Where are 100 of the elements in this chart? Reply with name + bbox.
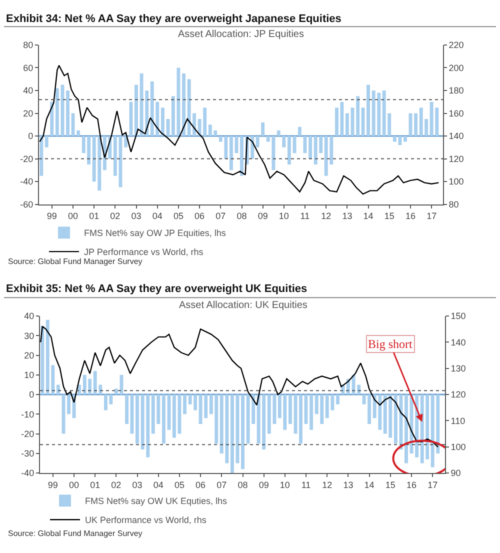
bar	[124, 136, 128, 148]
x-tick-label: 04	[153, 480, 164, 490]
bar	[182, 73, 186, 136]
y2-tick-label: 160	[448, 108, 464, 118]
bar	[404, 136, 407, 142]
x-tick-label: 11	[301, 480, 311, 490]
bar	[261, 122, 265, 136]
y2-tick-label: 180	[448, 86, 464, 96]
chart-title: Exhibit 35: Net % AA Say they are overweight UK Equities	[6, 283, 308, 295]
y-tick-label: -30	[21, 448, 34, 459]
y-tick-label: -40	[21, 468, 34, 478]
bar	[292, 136, 296, 154]
bar	[282, 136, 286, 148]
x-tick-label: 08	[238, 480, 248, 490]
y2-tick-label: 150	[450, 311, 466, 322]
y-tick-label: 0	[28, 131, 34, 142]
x-tick-label: 01	[90, 480, 100, 490]
x-tick-label: 12	[322, 480, 332, 490]
chart-title: Exhibit 34: Net % AA Say they are overweight Japanese Equities	[6, 13, 342, 25]
y2-tick-label: 200	[448, 62, 464, 73]
bar	[136, 394, 139, 444]
x-tick-label: 15	[384, 211, 394, 222]
y2-tick-label: 110	[450, 416, 466, 426]
annotation: Big short	[368, 337, 414, 351]
y2-tick-label: 130	[450, 363, 466, 374]
y-tick-label: -40	[20, 176, 34, 187]
bar	[125, 394, 129, 424]
bar	[230, 394, 234, 474]
bar	[67, 394, 70, 414]
y2-tick-label: 90	[450, 468, 461, 478]
y-tick-label: 40	[23, 86, 34, 96]
x-tick-label: 15	[385, 480, 396, 490]
bar	[55, 88, 59, 136]
x-tick-label: 13	[342, 211, 352, 222]
bar	[162, 394, 166, 444]
y-tick-label: 20	[24, 350, 34, 360]
x-tick-label: 07	[216, 480, 227, 490]
x-tick-label: 06	[196, 480, 206, 490]
y2-tick-label: 120	[450, 390, 466, 400]
x-tick-label: 02	[111, 480, 122, 490]
bar	[40, 136, 44, 176]
y2-tick-label: 80	[448, 199, 459, 210]
bar	[113, 136, 117, 176]
x-tick-label: 02	[110, 211, 120, 222]
x-tick-label: 16	[406, 480, 417, 490]
bar	[241, 394, 244, 470]
x-tick-label: 05	[174, 480, 184, 490]
y2-tick-label: 100	[448, 176, 464, 187]
bar	[183, 394, 187, 414]
y-tick-label: 30	[24, 330, 34, 341]
y2-tick-label: 100	[450, 442, 466, 452]
bar	[44, 136, 48, 148]
bar	[298, 126, 302, 136]
x-tick-label: 99	[46, 211, 57, 222]
bar	[392, 136, 396, 142]
legend-label: UK Performance vs World, rhs	[85, 515, 207, 526]
bar	[404, 394, 408, 464]
y-tick-label: 10	[24, 370, 34, 380]
x-tick-label: 10	[280, 480, 290, 490]
y2-tick-label: 140	[450, 337, 466, 348]
chart-subtitle: Asset Allocation: UK Equities	[179, 300, 308, 311]
source-note: Source: Global Fund Manager Survey	[8, 257, 142, 266]
bar	[287, 136, 291, 164]
x-tick-label: 14	[363, 211, 374, 222]
x-tick-label: 03	[132, 480, 142, 490]
x-tick-label: 10	[278, 211, 289, 222]
y2-tick-label: 120	[448, 154, 464, 164]
bar	[40, 326, 44, 395]
legend-label: FMS Net% say OW JP Equities, lhs	[84, 228, 226, 238]
x-tick-label: 14	[364, 480, 374, 490]
legend-label: JP Performance vs World, rhs	[84, 247, 204, 258]
bar	[345, 113, 349, 136]
y-tick-label: -60	[20, 199, 34, 210]
x-tick-label: 17	[428, 480, 438, 490]
x-tick-label: 09	[258, 480, 269, 490]
bar	[394, 394, 398, 444]
x-tick-label: 99	[48, 480, 58, 490]
x-tick-label: 07	[216, 211, 226, 222]
legend-label: FMS Net% say OW UK Equties, lhs	[85, 496, 228, 506]
y-tick-label: 60	[23, 62, 34, 73]
bar	[230, 136, 233, 170]
bar	[66, 90, 70, 136]
bar	[288, 394, 292, 424]
chart-subtitle: Asset Allocation: JP Equities	[178, 29, 304, 40]
line-series	[39, 64, 440, 195]
y-tick-label: -10	[21, 409, 34, 420]
y2-tick-label: 220	[448, 40, 464, 50]
y-tick-label: 20	[23, 108, 34, 118]
y-tick-label: -20	[20, 154, 34, 164]
bar	[160, 108, 164, 136]
x-tick-label: 01	[89, 211, 100, 222]
bar	[56, 384, 60, 395]
x-tick-label: 11	[300, 211, 310, 222]
x-tick-label: 03	[131, 211, 142, 222]
x-tick-label: 05	[173, 211, 184, 222]
x-tick-label: 08	[236, 211, 247, 222]
bar	[310, 394, 314, 430]
bar	[336, 394, 340, 404]
bar	[240, 136, 244, 176]
x-tick-label: 16	[405, 211, 416, 222]
